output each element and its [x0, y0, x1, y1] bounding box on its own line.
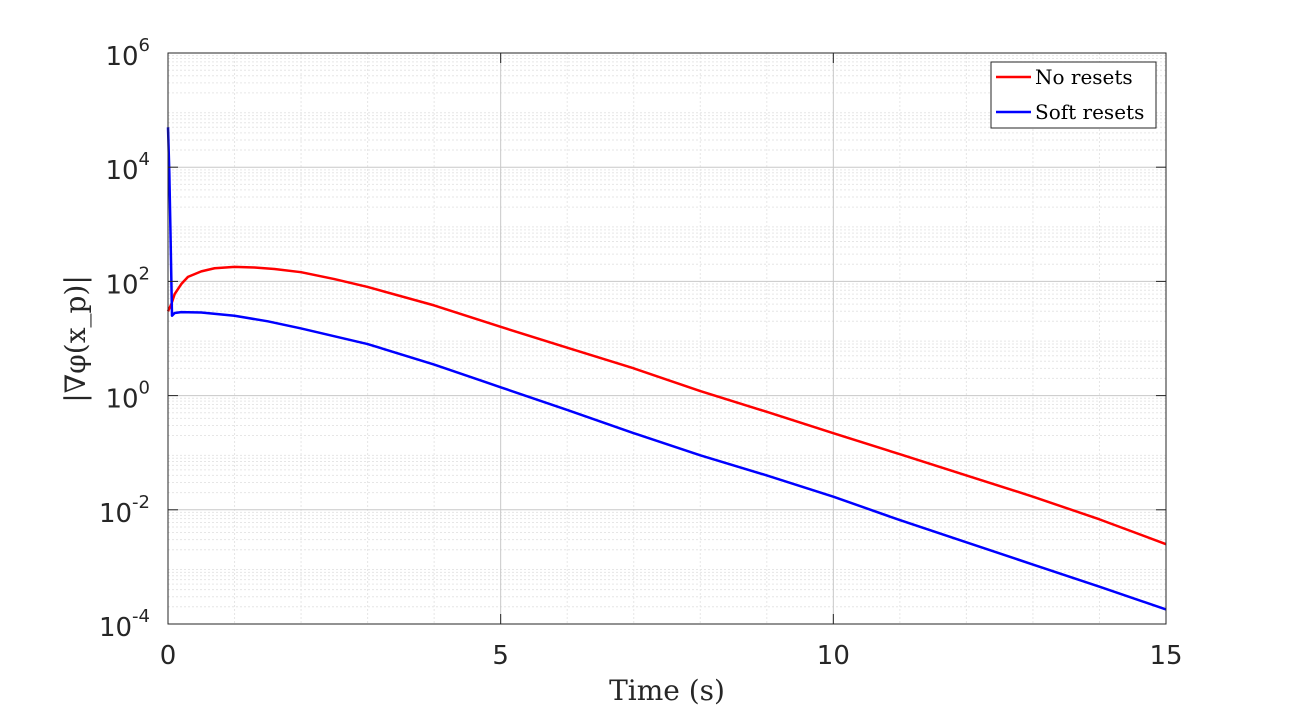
- y-axis-title: |∇φ(x_p)|: [59, 275, 92, 403]
- x-tick-labels: 0 5 10 15: [160, 641, 1183, 671]
- legend-label-2: Soft resets: [1035, 100, 1144, 124]
- legend-label-1: No resets: [1035, 65, 1133, 89]
- plot-background: [168, 53, 1166, 624]
- y-tick-labels: 10-4 10-2 100 102 104 106: [99, 35, 150, 643]
- y-tick-label: 10-2: [99, 492, 150, 529]
- legend: No resets Soft resets: [990, 61, 1157, 129]
- x-tick-label: 0: [160, 641, 177, 671]
- minor-grid: [168, 53, 1166, 624]
- y-tick-label: 102: [105, 263, 150, 300]
- series-line-2: [166, 127, 1167, 611]
- y-tick-label: 106: [105, 35, 150, 72]
- legend-box: [990, 61, 1157, 129]
- x-tick-label: 15: [1149, 641, 1182, 671]
- y-tick-label: 104: [105, 149, 150, 186]
- y-tick-label: 100: [105, 378, 150, 415]
- axes-box: [167, 52, 1167, 625]
- series-layer: [166, 127, 1167, 611]
- x-tick-label: 10: [817, 641, 850, 671]
- y-tick-label: 10-4: [99, 606, 150, 643]
- x-tick-label: 5: [492, 641, 509, 671]
- x-axis-title: Time (s): [609, 674, 725, 707]
- axes-frame: [167, 52, 1167, 625]
- series-line-1: [166, 265, 1167, 546]
- plot-area: [168, 53, 1166, 624]
